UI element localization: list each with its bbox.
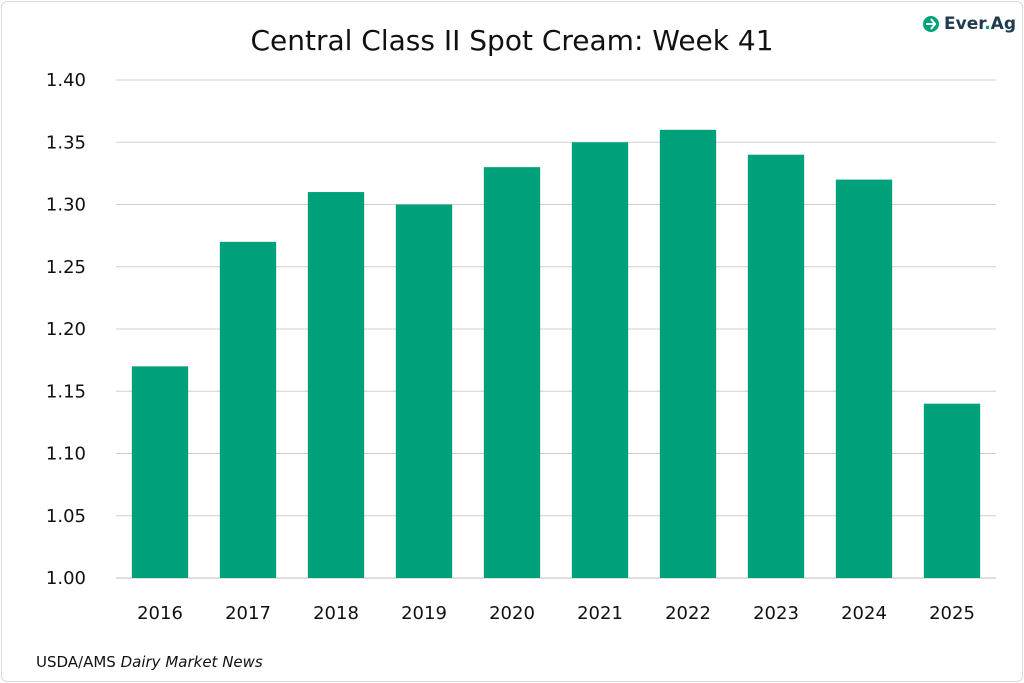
- bar-2022: [659, 129, 717, 579]
- chart-title: Central Class II Spot Cream: Week 41: [250, 24, 774, 57]
- y-tick-label: 1.20: [46, 319, 86, 340]
- x-tick-label: 2016: [137, 603, 183, 624]
- x-tick-label: 2021: [577, 603, 623, 624]
- everag-logo: Ever.Ag: [922, 14, 1016, 34]
- bar-2021: [571, 142, 629, 578]
- bar-2016: [131, 366, 189, 578]
- y-tick-label: 1.05: [46, 506, 86, 527]
- x-tick-label: 2023: [753, 603, 799, 624]
- y-tick-label: 1.30: [46, 195, 86, 216]
- everag-leaf-icon: [923, 16, 939, 32]
- y-tick-label: 1.15: [46, 381, 86, 402]
- y-tick-label: 1.35: [46, 132, 86, 153]
- x-tick-label: 2019: [401, 603, 447, 624]
- x-tick-label: 2017: [225, 603, 271, 624]
- x-tick-label: 2018: [313, 603, 359, 624]
- bar-2018: [307, 192, 365, 579]
- x-tick-label: 2025: [929, 603, 975, 624]
- bar-2017: [219, 241, 277, 578]
- bar-2020: [483, 167, 541, 578]
- bar-2025: [923, 403, 981, 578]
- x-tick-label: 2022: [665, 603, 711, 624]
- source-note: USDA/AMS Dairy Market News: [36, 653, 263, 671]
- y-tick-label: 1.00: [46, 568, 86, 589]
- y-tick-label: 1.40: [46, 70, 86, 91]
- bar-2023: [747, 154, 805, 578]
- bar-2019: [395, 204, 453, 578]
- logo-text: Ever.Ag: [944, 14, 1016, 34]
- x-tick-label: 2024: [841, 603, 887, 624]
- x-tick-label: 2020: [489, 603, 535, 624]
- bar-2024: [835, 179, 893, 578]
- y-tick-label: 1.25: [46, 257, 86, 278]
- y-tick-label: 1.10: [46, 444, 86, 465]
